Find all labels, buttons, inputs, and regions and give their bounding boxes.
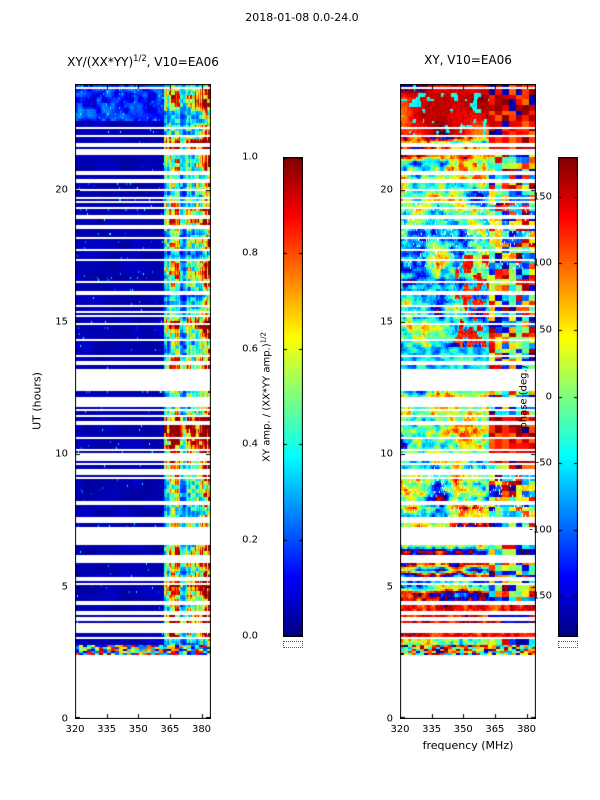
tick-label: 380 <box>516 724 537 735</box>
tick-label: 380 <box>191 724 212 735</box>
amp-heatmap <box>75 84 211 719</box>
amp-panel-title-suffix: , V10=EA06 <box>146 55 219 69</box>
tick-label: 0 <box>386 713 393 725</box>
tick-label: 335 <box>422 724 442 735</box>
amp-panel-title-text: XY/(XX*YY) <box>67 55 134 69</box>
tick-label: 50 <box>539 324 552 336</box>
tick-label: 320 <box>65 724 85 735</box>
tick-label: 100 <box>532 257 552 269</box>
figure-title: 2018-01-08 0.0-24.0 <box>245 11 359 24</box>
tick-label: 10 <box>380 448 393 460</box>
tick-label: 0.6 <box>242 343 258 355</box>
tick-label: 365 <box>485 724 505 735</box>
tick-label: 0.0 <box>242 630 258 642</box>
tick-label: 0 <box>61 713 68 725</box>
amp-colorbar-label: XY amp. / (XX*YY amp.)1/2 <box>259 332 272 462</box>
tick-label: 350 <box>128 724 148 735</box>
amp-colorbar <box>283 157 303 637</box>
amp-colorbar-under-mark <box>283 641 303 648</box>
tick-label: 20 <box>380 184 393 196</box>
ut-axis-label: UT (hours) <box>30 372 44 430</box>
tick-label: 5 <box>61 581 68 593</box>
tick-label: -150 <box>529 590 552 602</box>
tick-label: 5 <box>386 581 393 593</box>
tick-label: 350 <box>453 724 473 735</box>
tick-label: 320 <box>390 724 410 735</box>
tick-label: 0.2 <box>242 534 258 546</box>
amp-colorbar-label-text: XY amp. / (XX*YY amp.) <box>261 343 273 462</box>
amp-colorbar-label-sup: 1/2 <box>259 332 268 344</box>
tick-label: 10 <box>55 448 68 460</box>
tick-label: 0 <box>545 391 552 402</box>
phase-panel-title: XY, V10=EA06 <box>424 53 512 67</box>
tick-label: 1.0 <box>242 151 258 163</box>
tick-label: -100 <box>529 524 552 536</box>
tick-label: 15 <box>380 316 393 328</box>
tick-label: 20 <box>55 184 68 196</box>
tick-label: 365 <box>160 724 180 735</box>
phase-colorbar-label: phase (deg.) <box>518 365 530 429</box>
tick-label: -50 <box>535 457 552 469</box>
phase-colorbar <box>558 157 578 637</box>
frequency-axis-label: frequency (MHz) <box>422 739 514 752</box>
amp-panel-title-sup: 1/2 <box>133 53 147 63</box>
phase-colorbar-under-mark <box>558 641 578 648</box>
tick-label: 0.8 <box>242 247 258 259</box>
tick-label: 335 <box>97 724 117 735</box>
tick-label: 0.4 <box>242 438 258 450</box>
tick-label: 15 <box>55 316 68 328</box>
phase-heatmap <box>400 84 536 719</box>
tick-label: 150 <box>532 191 552 203</box>
amp-panel-title: XY/(XX*YY)1/2, V10=EA06 <box>67 53 219 69</box>
